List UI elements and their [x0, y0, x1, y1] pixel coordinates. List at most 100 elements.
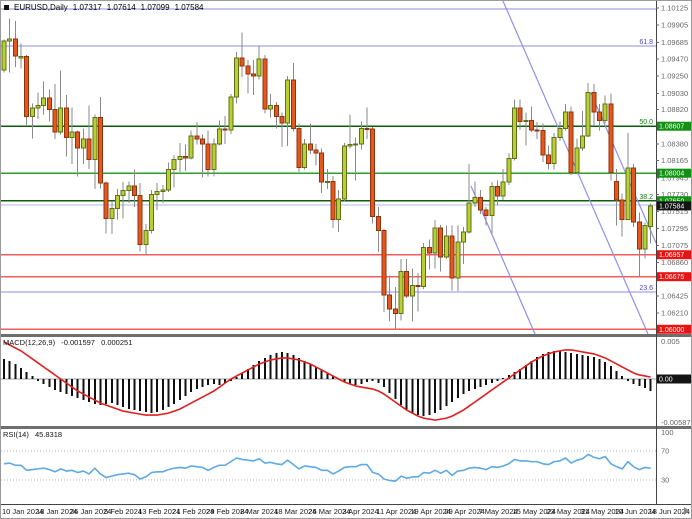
- rsi-line: [3, 453, 651, 483]
- price-tick-label: 1.07295: [661, 224, 688, 233]
- candle-body: [12, 38, 18, 57]
- candle-body: [511, 107, 517, 160]
- price-tick-label: 1.07730: [661, 190, 688, 199]
- candle-body: [46, 97, 52, 111]
- candle-body: [251, 73, 257, 77]
- candle-body: [217, 128, 223, 145]
- candle-body: [415, 285, 421, 288]
- candle-body: [574, 147, 580, 174]
- candle-body: [41, 97, 47, 107]
- macd-label: MACD(12,26,9) -0.001597 0.000251: [3, 338, 136, 347]
- price-box-label[interactable]: [657, 272, 692, 282]
- pane-separator[interactable]: [1, 334, 692, 337]
- candle-body: [69, 131, 75, 139]
- candle-body: [443, 235, 449, 258]
- candle-body: [523, 120, 529, 123]
- candle-body: [290, 79, 296, 129]
- price-box-label[interactable]: [657, 121, 692, 131]
- candle-body: [137, 194, 143, 245]
- pane-separator[interactable]: [1, 426, 692, 429]
- date-label: 31 May 2024: [581, 507, 624, 516]
- date-label: 18 Jun 2024: [649, 507, 690, 516]
- candle-body: [557, 127, 563, 139]
- candle-body: [279, 116, 285, 124]
- date-label: 10 Jan 2024: [2, 507, 43, 516]
- candle-body: [126, 185, 132, 192]
- candle-body: [398, 271, 404, 315]
- price-box-label[interactable]: [657, 196, 692, 206]
- candle-body: [296, 127, 302, 168]
- chart-shift-icon[interactable]: [684, 507, 690, 515]
- price-box-label[interactable]: [657, 324, 692, 334]
- candle-body: [324, 180, 330, 183]
- candle-body: [489, 186, 495, 217]
- fib-level-label: 23.6: [639, 285, 653, 292]
- candle-body: [245, 65, 251, 75]
- date-label: 3 Apr 2024: [342, 507, 378, 516]
- price-tick-label: 1.09250: [661, 72, 688, 81]
- macd-name: MACD(12,26,9): [3, 338, 56, 347]
- candle-body: [455, 241, 461, 279]
- candle-body: [148, 194, 154, 231]
- candle-body: [228, 96, 234, 131]
- price-box-label[interactable]: [657, 250, 692, 260]
- candle-body: [154, 190, 160, 196]
- candle-body: [109, 208, 115, 220]
- candle-body: [466, 202, 472, 233]
- date-label: 11 Apr 2024: [376, 507, 416, 516]
- macd-signal-value: 0.000251: [101, 338, 133, 347]
- price-tick-label: 1.06860: [661, 258, 688, 267]
- candle-body: [449, 235, 455, 279]
- candle-body: [302, 143, 308, 168]
- price-box-text: 1.06675: [659, 274, 684, 281]
- candle-body: [614, 180, 620, 201]
- rsi-axis-100: 100: [661, 428, 674, 437]
- candle-body: [358, 127, 364, 145]
- candle-body: [381, 229, 387, 296]
- rsi-axis-70: 70: [661, 446, 669, 455]
- candle-body: [285, 79, 291, 124]
- candle-body: [52, 109, 58, 133]
- candle-body: [143, 229, 149, 245]
- candle-body: [211, 143, 217, 171]
- candle-body: [268, 105, 274, 110]
- date-label: 10 Jun 2024: [615, 507, 656, 516]
- candle-body: [597, 111, 603, 122]
- price-tick-label: 1.07075: [661, 241, 688, 250]
- candle-body: [58, 107, 64, 133]
- price-box-text: 1.06000: [659, 327, 684, 334]
- date-label: 15 May 2024: [512, 507, 555, 516]
- candle-body: [585, 91, 591, 137]
- candle-body: [341, 145, 347, 200]
- candle-body: [392, 308, 398, 315]
- price-box-label[interactable]: [657, 201, 692, 211]
- candle-body: [648, 205, 654, 228]
- candle-body: [1, 40, 7, 71]
- price-tick-label: 1.06210: [661, 308, 688, 317]
- price-tick-label: 1.07515: [661, 207, 688, 216]
- candle-body: [404, 271, 410, 297]
- date-label: 26 Jan 2024: [70, 507, 111, 516]
- price-box-text: 1.07584: [659, 203, 684, 210]
- candle-body: [619, 199, 625, 220]
- date-label: 23 May 2024: [547, 507, 590, 516]
- candle-body: [7, 38, 13, 42]
- candle-body: [563, 111, 569, 129]
- candle-body: [165, 169, 171, 191]
- price-tick-label: 1.09685: [661, 38, 688, 47]
- price-tick-label: 1.09470: [661, 55, 688, 64]
- price-box-label[interactable]: [657, 168, 692, 178]
- candle-body: [24, 56, 30, 118]
- macd-axis-bottom: -0.005879: [661, 418, 692, 427]
- candle-body: [477, 197, 483, 211]
- fib-level-label: 61.8: [639, 39, 653, 46]
- candle-body: [160, 189, 166, 192]
- candle-body: [409, 285, 415, 297]
- candle-body: [432, 227, 438, 254]
- price-box-text: 1.08607: [659, 124, 684, 131]
- trend-line[interactable]: [470, 185, 536, 335]
- price-tick-label: 1.10125: [661, 4, 688, 13]
- candle-body: [330, 180, 336, 220]
- candle-body: [171, 158, 177, 171]
